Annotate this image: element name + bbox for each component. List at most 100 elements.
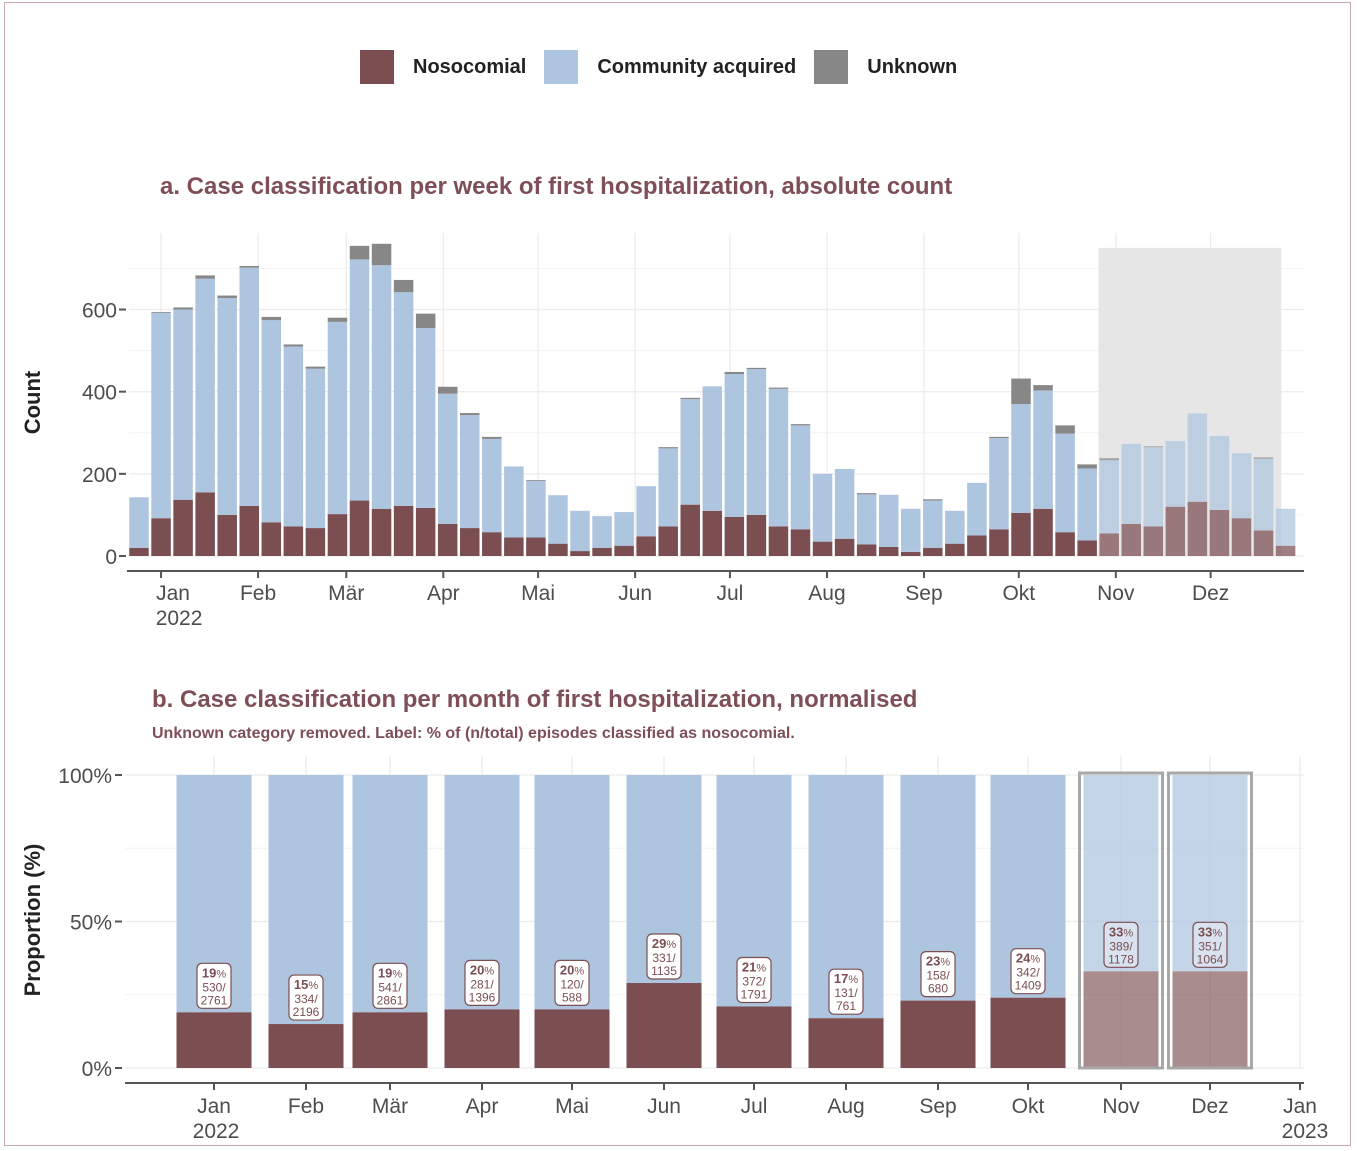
nosocomial-pct-label: 15% — [294, 977, 318, 992]
bar-unknown — [482, 436, 502, 439]
bar-unknown — [790, 424, 811, 426]
bar-nosocomial — [1187, 501, 1208, 556]
bar-nosocomial — [526, 537, 546, 556]
bar-unknown — [526, 480, 546, 481]
pct-value: 33 — [1109, 924, 1123, 939]
bar-nosocomial — [990, 997, 1066, 1068]
bar-unknown — [1055, 425, 1075, 434]
x-tick-sublabel: 2022 — [156, 607, 203, 630]
x-tick-label: Apr — [427, 582, 460, 605]
y-axis-label: Proportion (%) — [20, 844, 45, 997]
total-label: 1409 — [1015, 979, 1042, 993]
x-tick-label: Mai — [555, 1095, 589, 1118]
bar-community — [1099, 460, 1119, 534]
bar-community — [790, 425, 811, 530]
bar-nosocomial — [393, 505, 414, 556]
chart-b-title: b. Case classification per month of firs… — [152, 686, 918, 713]
bar-unknown — [460, 413, 480, 416]
bar-nosocomial — [900, 1000, 976, 1068]
bar-nosocomial — [1011, 512, 1031, 556]
bar-community — [570, 510, 590, 552]
bar-unknown — [195, 275, 215, 279]
bar-nosocomial — [239, 505, 259, 556]
nosocomial-n-label: 334/ — [294, 992, 318, 1006]
bar-community — [614, 512, 634, 546]
pct-value: 21 — [742, 959, 756, 974]
legend-item-nosocomial: Nosocomial — [360, 50, 526, 84]
bar-nosocomial — [636, 536, 656, 556]
bar-community — [1011, 404, 1031, 513]
bar-nosocomial — [444, 1009, 520, 1068]
bar-community — [1033, 390, 1053, 509]
bar-unknown — [327, 317, 348, 322]
bar-nosocomial — [195, 492, 215, 556]
bar-community — [1143, 447, 1164, 527]
bar-community — [636, 486, 656, 537]
bar-community — [460, 415, 480, 529]
bar-nosocomial — [790, 529, 811, 556]
bar-nosocomial — [923, 547, 943, 556]
legend-item-unknown: Unknown — [814, 50, 957, 84]
y-tick-label: 400 — [82, 382, 117, 405]
bar-nosocomial — [268, 1024, 344, 1068]
bar-nosocomial — [680, 504, 700, 556]
x-tick-label: Nov — [1102, 1095, 1140, 1118]
bar-community — [901, 508, 921, 552]
x-tick-label: Dez — [1192, 582, 1229, 605]
highlight-frame — [1078, 771, 1164, 1070]
bar-community — [261, 320, 282, 523]
bar-community — [1121, 443, 1141, 524]
bar-nosocomial — [768, 526, 789, 556]
nosocomial-n-label: 120/ — [560, 977, 584, 991]
bar-unknown — [1099, 458, 1119, 461]
pct-value: 19 — [202, 965, 216, 980]
bar-community — [702, 386, 723, 511]
bar-unknown — [1077, 464, 1097, 469]
total-label: 1396 — [469, 990, 496, 1004]
bar-nosocomial — [129, 547, 149, 556]
bar-community — [1187, 413, 1208, 502]
bar-nosocomial — [658, 526, 678, 556]
x-tick-label: Nov — [1097, 582, 1135, 605]
nosocomial-n-label: 158/ — [926, 969, 950, 983]
bar-nosocomial — [534, 1009, 610, 1068]
y-tick-label: 0% — [82, 1058, 112, 1081]
bar-nosocomial — [878, 546, 899, 556]
bar-community — [768, 388, 789, 527]
x-tick-label: Mär — [372, 1095, 408, 1118]
bar-community — [1172, 775, 1248, 972]
bar-community — [1275, 508, 1296, 546]
pct-value: 29 — [652, 936, 666, 951]
x-tick-label: Mai — [521, 582, 555, 605]
bar-unknown — [173, 307, 193, 310]
pct-value: 24 — [1016, 951, 1031, 966]
pct-sign: % — [484, 965, 494, 977]
pct-value: 19 — [378, 965, 392, 980]
bar-community — [1165, 440, 1186, 507]
bar-community — [1083, 775, 1159, 972]
legend: Nosocomial Community acquired Unknown — [360, 50, 975, 84]
legend-swatch-unknown — [814, 50, 849, 84]
bar-nosocomial — [327, 514, 348, 556]
legend-label-community: Community acquired — [597, 55, 797, 78]
figure-frame — [4, 2, 1351, 1146]
total-label: 1178 — [1108, 952, 1134, 966]
chart-b-subtitle: Unknown category removed. Label: % of (n… — [152, 725, 795, 742]
bar-community — [526, 480, 546, 538]
bar-community — [129, 497, 149, 548]
pct-sign: % — [1212, 927, 1222, 939]
pct-sign: % — [1123, 927, 1133, 939]
bar-nosocomial — [834, 538, 855, 556]
bar-unknown — [658, 447, 678, 449]
bar-nosocomial — [626, 983, 702, 1068]
x-tick-label: Feb — [240, 582, 276, 605]
y-tick-label: 200 — [82, 464, 117, 487]
nosocomial-n-label: 281/ — [470, 977, 494, 991]
bar-community — [1253, 458, 1274, 531]
pct-value: 20 — [560, 962, 574, 977]
y-tick-label: 0 — [105, 546, 117, 569]
pct-sign: % — [666, 939, 676, 951]
bar-unknown — [349, 245, 370, 260]
pct-sign: % — [308, 980, 318, 992]
nosocomial-label-box — [1103, 921, 1139, 968]
